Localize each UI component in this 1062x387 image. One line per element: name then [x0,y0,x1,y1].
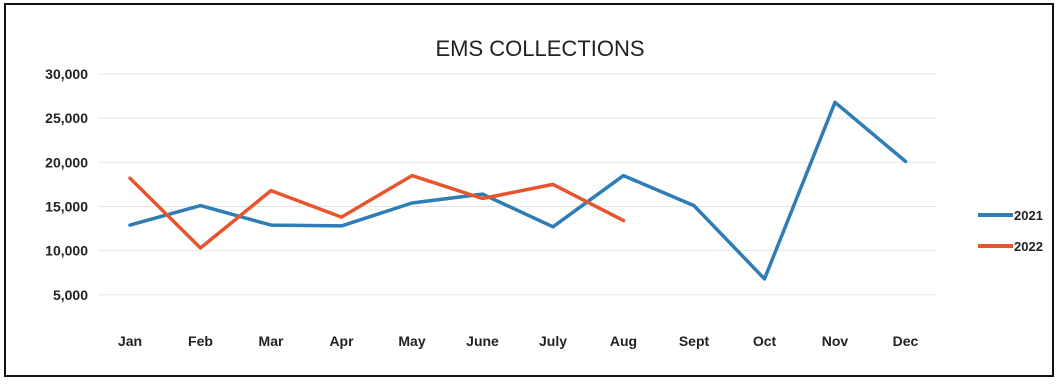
data-point-2022 [128,176,132,180]
x-tick-label: June [466,333,499,349]
x-tick-label: Nov [822,333,849,349]
data-point-2021 [904,159,907,163]
data-point-2021 [410,201,414,205]
series-lines [128,100,908,281]
x-tick-label: Apr [329,333,354,349]
x-tick-label: Sept [679,333,710,349]
line-chart: 5,000 10,000 15,000 20,000 25,000 30,000 Jan F… [45,36,1043,349]
series-line-2021 [128,100,908,281]
data-point-2022 [269,189,273,193]
legend-label-2021: 2021 [1014,208,1043,223]
data-point-2021 [833,100,837,104]
y-tick-label: 25,000 [45,110,88,126]
x-tick-label: Oct [753,333,777,349]
data-point-2022 [622,219,625,223]
data-point-2021 [763,277,766,281]
data-point-2022 [481,197,484,201]
y-axis-ticks: 5,000 10,000 15,000 20,000 25,000 30,000 [45,66,88,303]
y-tick-label: 5,000 [53,287,88,303]
x-tick-label: Dec [893,333,919,349]
x-tick-label: Feb [188,333,213,349]
data-point-2021 [481,192,484,196]
series-line-2022 [128,173,626,250]
y-tick-label: 15,000 [45,199,88,215]
x-axis-ticks: Jan Feb Mar Apr May June July Aug Sept Oct Nov Dec [118,333,919,349]
x-tick-label: May [398,333,425,349]
data-point-2021 [199,204,202,208]
x-tick-label: Mar [259,333,284,349]
data-point-2022 [199,246,202,250]
legend: 2021 2022 [978,208,1043,254]
data-point-2021 [551,225,555,229]
chart-frame: 5,000 10,000 15,000 20,000 25,000 30,000 Jan F… [4,3,1054,377]
data-point-2021 [692,204,696,208]
data-point-2021 [128,223,132,227]
data-point-2021 [622,174,625,178]
y-tick-label: 30,000 [45,66,88,82]
chart-title: EMS COLLECTIONS [435,36,644,61]
legend-label-2022: 2022 [1014,239,1043,254]
data-point-2022 [340,215,343,219]
x-tick-label: July [539,333,567,349]
data-point-2021 [269,223,273,227]
gridlines [98,73,936,296]
y-tick-label: 10,000 [45,243,88,259]
x-tick-label: Aug [610,333,637,349]
data-point-2022 [410,174,414,178]
x-tick-label: Jan [118,333,142,349]
y-tick-label: 20,000 [45,154,88,170]
data-point-2022 [551,182,555,186]
data-point-2021 [340,224,343,228]
